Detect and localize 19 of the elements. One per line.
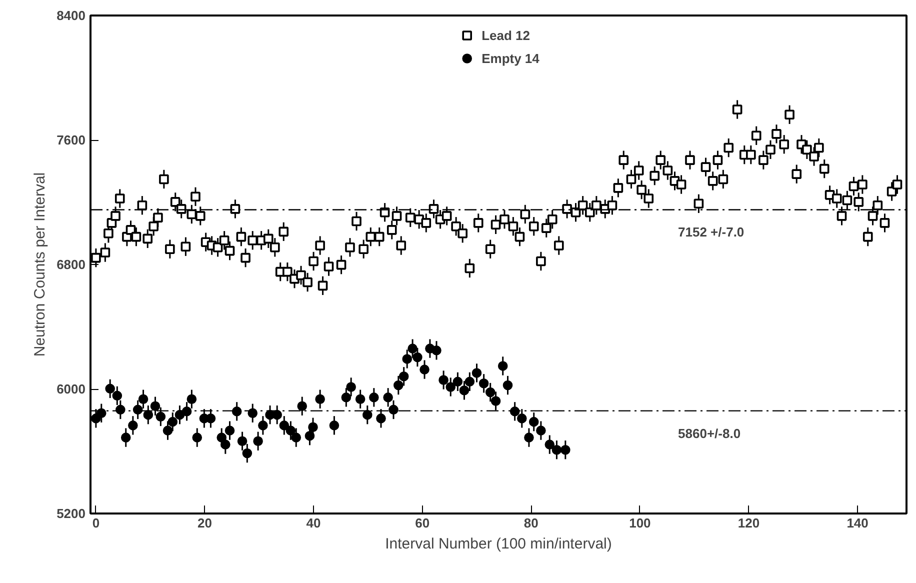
y-tick-label: 5200 <box>56 506 86 521</box>
y-tick-label: 7600 <box>56 132 86 148</box>
ref-line-label: 7152 +/-7.0 <box>678 224 744 240</box>
y-tick-label: 6000 <box>56 382 86 396</box>
ref-line-label: 5860+/-8.0 <box>678 426 741 441</box>
legend-label: Empty 14 <box>482 50 540 66</box>
x-tick-label: 40 <box>306 516 321 530</box>
x-tick-label: 20 <box>198 516 212 530</box>
x-axis-title: Interval Number (100 min/interval) <box>385 536 612 552</box>
x-tick-label: 140 <box>846 516 868 530</box>
legend-label: Lead 12 <box>482 28 530 42</box>
x-tick-label: 120 <box>738 516 760 530</box>
y-tick-label: 6800 <box>56 257 86 272</box>
x-tick-label: 100 <box>629 516 651 530</box>
x-tick-label: 60 <box>415 516 430 530</box>
x-tick-label: 0 <box>92 516 100 530</box>
y-axis-title: Neutron Counts per Interval <box>32 172 49 357</box>
y-tick-label: 8400 <box>56 8 86 23</box>
x-tick-label: 80 <box>524 516 538 530</box>
